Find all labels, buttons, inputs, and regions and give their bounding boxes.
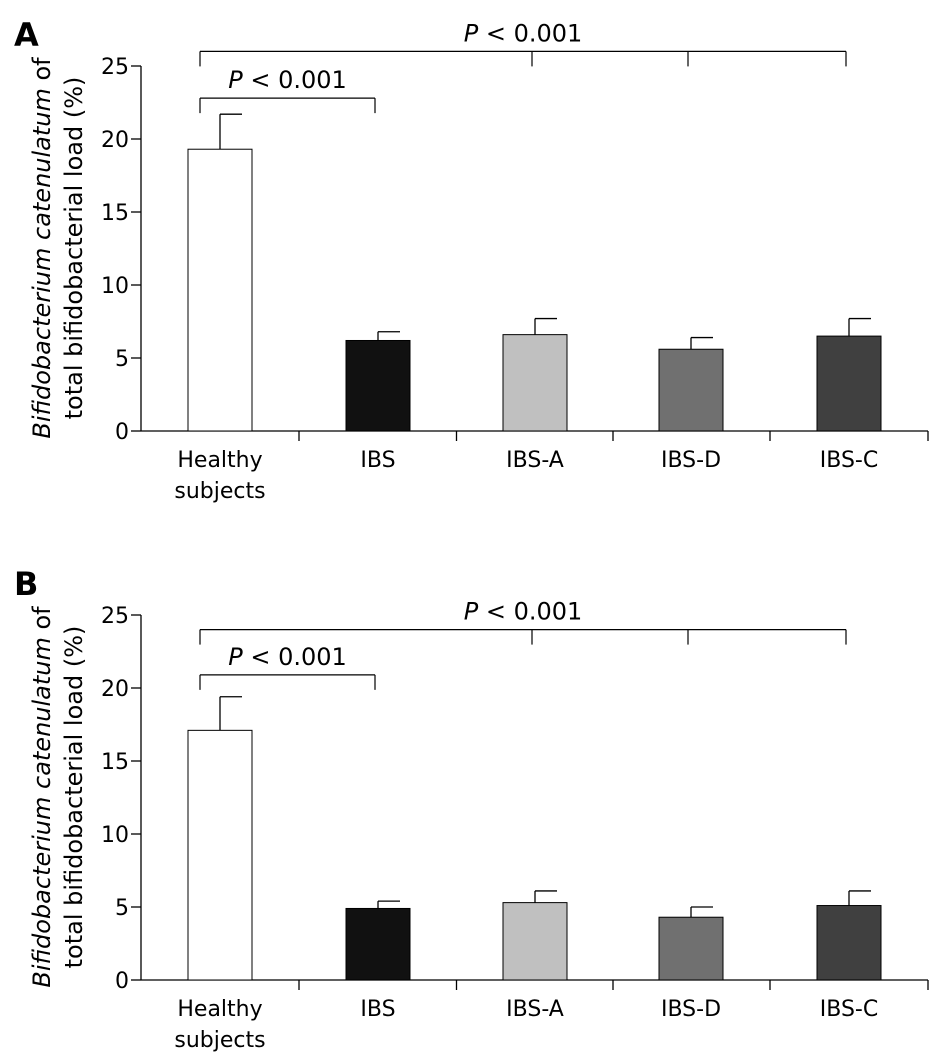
bar-healthy-subjects (187, 729, 253, 981)
bar-ibs (345, 339, 411, 432)
y-tick-label: 25 (101, 55, 129, 80)
panel-letter: A (14, 16, 39, 54)
bar-ibs-c (816, 905, 882, 981)
x-category-label-line: Healthy (177, 997, 262, 1022)
x-category-label-line: IBS-D (661, 448, 721, 473)
y-tick-label: 10 (101, 274, 129, 299)
x-category-label: IBS-A (506, 448, 564, 473)
bar-healthy-subjects (187, 148, 253, 432)
y-tick-label: 15 (101, 201, 129, 226)
y-axis-title-line2: total bifidobacterial load (%) (60, 626, 88, 969)
p-value-text: < 0.001 (478, 19, 582, 47)
bar-ibs-a (502, 902, 568, 981)
y-tick-label: 20 (101, 677, 129, 702)
p-symbol: P (464, 598, 479, 626)
x-category-label-line: IBS (360, 448, 395, 473)
panel-b: B 0 5 10 15 20 25 Healthy subjects IBS IBS-A IBS-D I… (14, 565, 929, 1053)
y-tick-label: 0 (115, 420, 129, 445)
x-category-label: Healthy subjects (174, 997, 265, 1053)
y-tick-label: 5 (115, 896, 129, 921)
p-value-text: < 0.001 (478, 598, 582, 626)
p-symbol: P (464, 19, 479, 47)
x-category-label-line: IBS-D (661, 997, 721, 1022)
significance-label: P < 0.001 (464, 598, 583, 626)
x-category-label-line: subjects (174, 479, 265, 504)
y-tick-label: 10 (101, 823, 129, 848)
x-category-label: IBS (360, 997, 395, 1022)
x-category-label-line: IBS-A (506, 448, 564, 473)
x-category-label-line: Healthy (177, 448, 262, 473)
y-axis-title-line1: Bifidobacterium catenulatum of (28, 606, 56, 988)
x-category-label-line: IBS-C (820, 448, 878, 473)
x-category-label-line: subjects (174, 1028, 265, 1053)
y-tick-label: 0 (115, 969, 129, 994)
bar-ibs-c (816, 335, 882, 432)
panel-letter: B (14, 565, 38, 603)
x-category-label: IBS-D (661, 448, 721, 473)
panel-a: A 0 5 10 15 20 25 Healthy subjects IBS IBS-A IBS-D I… (14, 16, 929, 504)
p-value-text: < 0.001 (243, 66, 347, 94)
y-axis-title-rest: of (28, 606, 56, 637)
y-tick-label: 20 (101, 128, 129, 153)
bar-ibs (345, 907, 411, 981)
x-category-label: Healthy subjects (174, 448, 265, 504)
x-category-label: IBS-A (506, 997, 564, 1022)
y-axis-title-line1: Bifidobacterium catenulatum of (28, 57, 56, 439)
x-category-label: IBS-C (820, 448, 878, 473)
y-axis-title-line2: total bifidobacterial load (%) (60, 77, 88, 420)
y-axis-title-italic: Bifidobacterium catenulatum (28, 88, 56, 439)
x-category-label-line: IBS (360, 997, 395, 1022)
significance-label: P < 0.001 (464, 19, 583, 47)
bar-ibs-a (502, 334, 568, 432)
y-tick-label: 15 (101, 750, 129, 775)
p-value-text: < 0.001 (243, 643, 347, 671)
x-category-label: IBS-D (661, 997, 721, 1022)
y-axis-title-italic: Bifidobacterium catenulatum (28, 637, 56, 988)
y-tick-label: 25 (101, 604, 129, 629)
p-symbol: P (228, 66, 243, 94)
y-tick-label: 5 (115, 347, 129, 372)
significance-label: P < 0.001 (228, 643, 347, 671)
x-category-label: IBS-C (820, 997, 878, 1022)
p-symbol: P (228, 643, 243, 671)
x-category-label: IBS (360, 448, 395, 473)
bar-ibs-d (658, 348, 724, 432)
y-axis-title-rest: of (28, 57, 56, 88)
x-category-label-line: IBS-A (506, 997, 564, 1022)
significance-label: P < 0.001 (228, 66, 347, 94)
x-category-label-line: IBS-C (820, 997, 878, 1022)
bar-ibs-d (658, 916, 724, 981)
